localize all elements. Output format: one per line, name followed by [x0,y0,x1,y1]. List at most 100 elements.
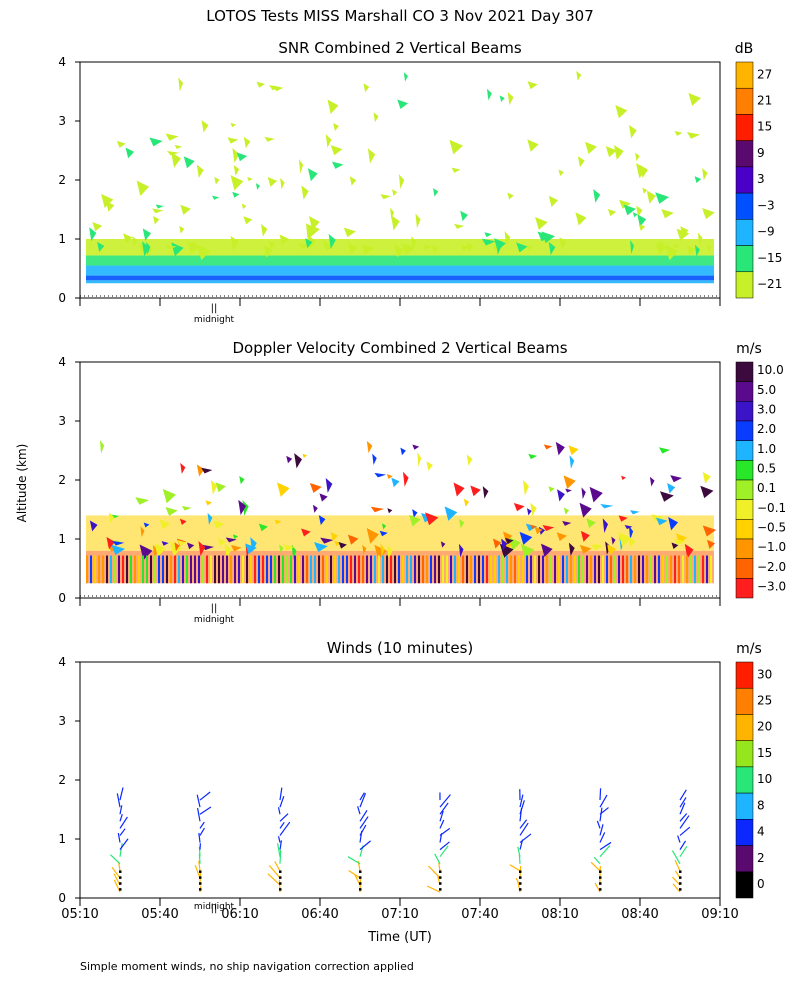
clutter-stripe [470,555,472,584]
clutter-stripe [190,555,192,584]
clutter-stripe [570,555,572,584]
x-tick-label: 07:10 [381,907,418,922]
clutter-stripe [658,555,660,584]
echo-patch [463,498,470,507]
echo-patch [505,537,514,545]
echo-patch [635,163,648,179]
colorbar-label: 25 [757,693,772,707]
colorbar-label: −9 [757,225,775,239]
echo-patch [602,518,609,534]
wind-barb [119,816,128,829]
clutter-stripe [210,555,212,584]
wind-barb [679,845,688,858]
echo-patch [142,228,152,241]
echo-patch [305,238,313,249]
clutter-stripe [438,555,440,584]
wind-barb [359,816,369,829]
echo-patch [707,539,716,549]
wind-barb [268,864,281,879]
echo-patch [629,510,640,515]
echo-patch [238,499,247,516]
echo-patch [201,544,215,551]
wind-dot [359,882,362,885]
wind-dot [599,876,602,879]
echo-patch [320,537,334,544]
echo-patch [213,520,225,529]
echo-patch [301,528,311,537]
echo-layer [86,275,714,281]
echo-patch [349,176,357,186]
wind-barb [348,870,361,879]
echo-patch [556,532,568,542]
echo-patch [302,453,308,459]
echo-patch [171,152,181,168]
echo-patch [600,504,614,509]
echo-patch [563,475,576,489]
clutter-stripe [598,555,600,584]
echo-patch [632,212,638,218]
echo-patch [380,194,392,200]
echo-patch [108,512,115,524]
echo-patch [568,445,579,456]
clutter-stripe [474,555,476,584]
colorbar-label: −0.5 [757,521,786,535]
wind-barb [674,859,681,872]
y-axis-label: Altitude (km) [15,444,29,523]
wind-barb [119,814,123,822]
echo-patch [671,542,679,549]
wind-profile [590,788,612,893]
echo-patch [618,515,628,522]
echo-patch [589,486,603,503]
echo-patch [92,221,103,232]
echo-patch [584,141,597,155]
wind-dot [519,882,522,885]
echo-patch [555,441,565,456]
echo-patch [247,176,253,182]
clutter-stripe [198,555,200,584]
doppler-y-ticks: 0 1 2 3 4 [58,355,80,605]
echo-patch [486,88,492,101]
clutter-stripe [514,555,516,584]
echo-patch [453,223,465,229]
wind-barb [277,807,281,815]
echo-patch [165,507,178,516]
echo-patch [155,204,164,209]
y-tick-label: 3 [58,114,66,128]
colorbar-label: 3.0 [757,403,776,417]
clutter-stripe [458,555,460,584]
clutter-stripe [126,555,128,584]
clutter-stripe [526,555,528,584]
echo-patch [522,479,530,496]
x-tick-label: 06:10 [221,907,258,922]
echo-patch [391,477,400,488]
echo-patch [268,240,275,249]
echo-patch [466,454,473,466]
clutter-stripe [90,555,92,584]
echo-patch [154,543,166,558]
clutter-stripe [350,555,352,584]
wind-barb [439,841,450,851]
clutter-stripe [334,555,336,584]
colorbar-swatch [735,661,754,689]
wind-dot [279,876,282,879]
echo-patch [676,228,690,241]
clutter-stripe [562,555,564,584]
clutter-stripe [186,555,188,584]
snr-y-ticks: 0 1 2 3 4 [58,55,80,305]
clutter-stripe [406,555,408,584]
echo-patch [123,233,133,244]
echo-patch [530,524,537,529]
wind-barb [198,832,201,843]
wind-barb [671,850,681,865]
echo-patch [402,471,409,487]
echo-patch [197,244,211,261]
echo-patch [661,209,674,219]
echo-patch [621,475,626,481]
winds-midnight-marker: || midnight [194,902,235,914]
echo-patch [196,464,205,477]
doppler-x-ticks [79,595,721,606]
wind-dot [679,888,682,891]
wind-barb [509,864,521,872]
echo-patch [700,485,714,499]
echo-patch [548,195,559,208]
